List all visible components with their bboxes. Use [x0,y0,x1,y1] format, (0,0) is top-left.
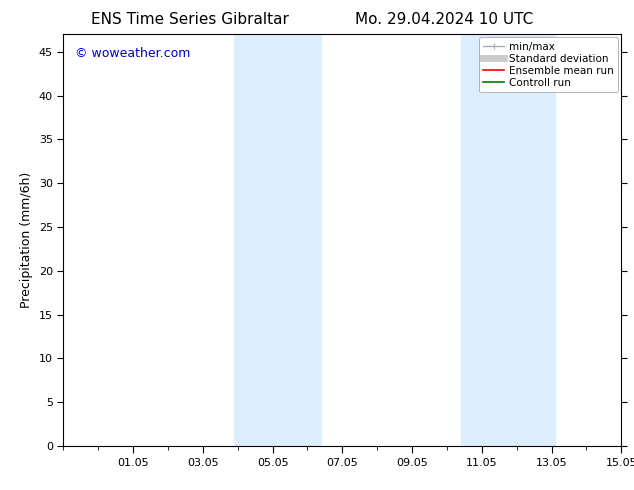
Bar [461,34,555,446]
Text: © woweather.com: © woweather.com [75,47,190,60]
Text: ENS Time Series Gibraltar: ENS Time Series Gibraltar [91,12,289,27]
Y-axis label: Precipitation (mm/6h): Precipitation (mm/6h) [20,172,34,308]
Bar [234,34,321,446]
Legend: min/max, Standard deviation, Ensemble mean run, Controll run: min/max, Standard deviation, Ensemble me… [479,37,618,92]
Text: Mo. 29.04.2024 10 UTC: Mo. 29.04.2024 10 UTC [354,12,533,27]
